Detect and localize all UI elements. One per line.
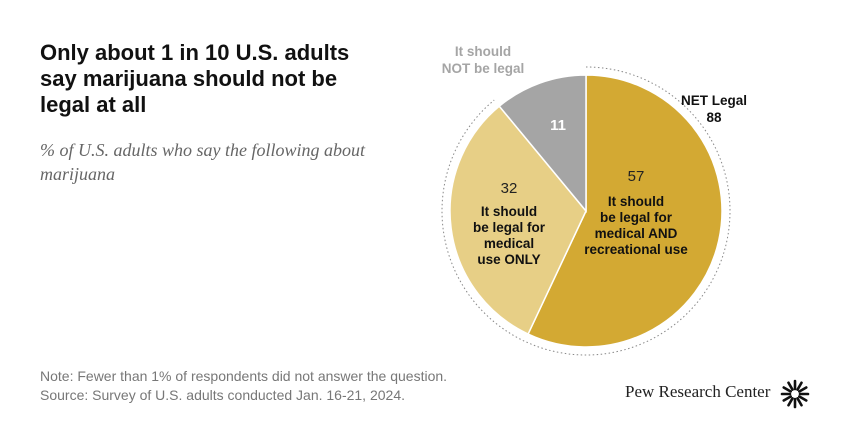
net-legal-value: 88: [706, 110, 722, 125]
slice-label-line: NOT be legal: [442, 61, 525, 76]
slice-label-medical-only: It should be legal for medical use ONLY: [473, 204, 546, 267]
pie-slice-medical-only: [449, 105, 587, 336]
slice-label-line: It should: [455, 44, 511, 59]
note-text: Note: Fewer than 1% of respondents did n…: [40, 368, 448, 384]
net-legal-annotation: NET Legal 88: [681, 93, 747, 125]
slice-value-medical-only: 32: [501, 180, 518, 197]
net-legal-label: NET Legal: [681, 93, 747, 108]
slice-label-line: medical: [484, 236, 534, 251]
slice-label-line: be legal for: [473, 220, 546, 235]
slice-label-line: be legal for: [600, 210, 673, 225]
source-text: Source: Survey of U.S. adults conducted …: [40, 387, 405, 403]
slice-label-line: recreational use: [584, 242, 688, 257]
net-legal-bracket: [441, 66, 731, 356]
pew-logo-icon: [780, 379, 810, 409]
chart-subtitle: % of U.S. adults who say the following a…: [40, 140, 366, 184]
brand-name: Pew Research Center: [625, 382, 771, 401]
slice-value-recreational: 57: [628, 168, 645, 185]
slice-label-line: It should: [608, 194, 664, 209]
slice-value-not-legal: 11: [550, 117, 566, 134]
chart-title: Only about 1 in 10 U.S. adults say marij…: [40, 40, 350, 117]
slice-label-recreational: It should be legal for medical AND recre…: [584, 194, 688, 257]
slice-label-line: use ONLY: [477, 252, 540, 267]
pie-slice-recreational: [527, 74, 723, 348]
slice-label-not-legal: It should NOT be legal: [442, 44, 525, 76]
chart-notes: Note: Fewer than 1% of respondents did n…: [40, 367, 447, 405]
slice-label-line: medical AND: [595, 226, 678, 241]
pie-slice-not-legal: [498, 74, 587, 214]
slice-label-line: It should: [481, 204, 537, 219]
